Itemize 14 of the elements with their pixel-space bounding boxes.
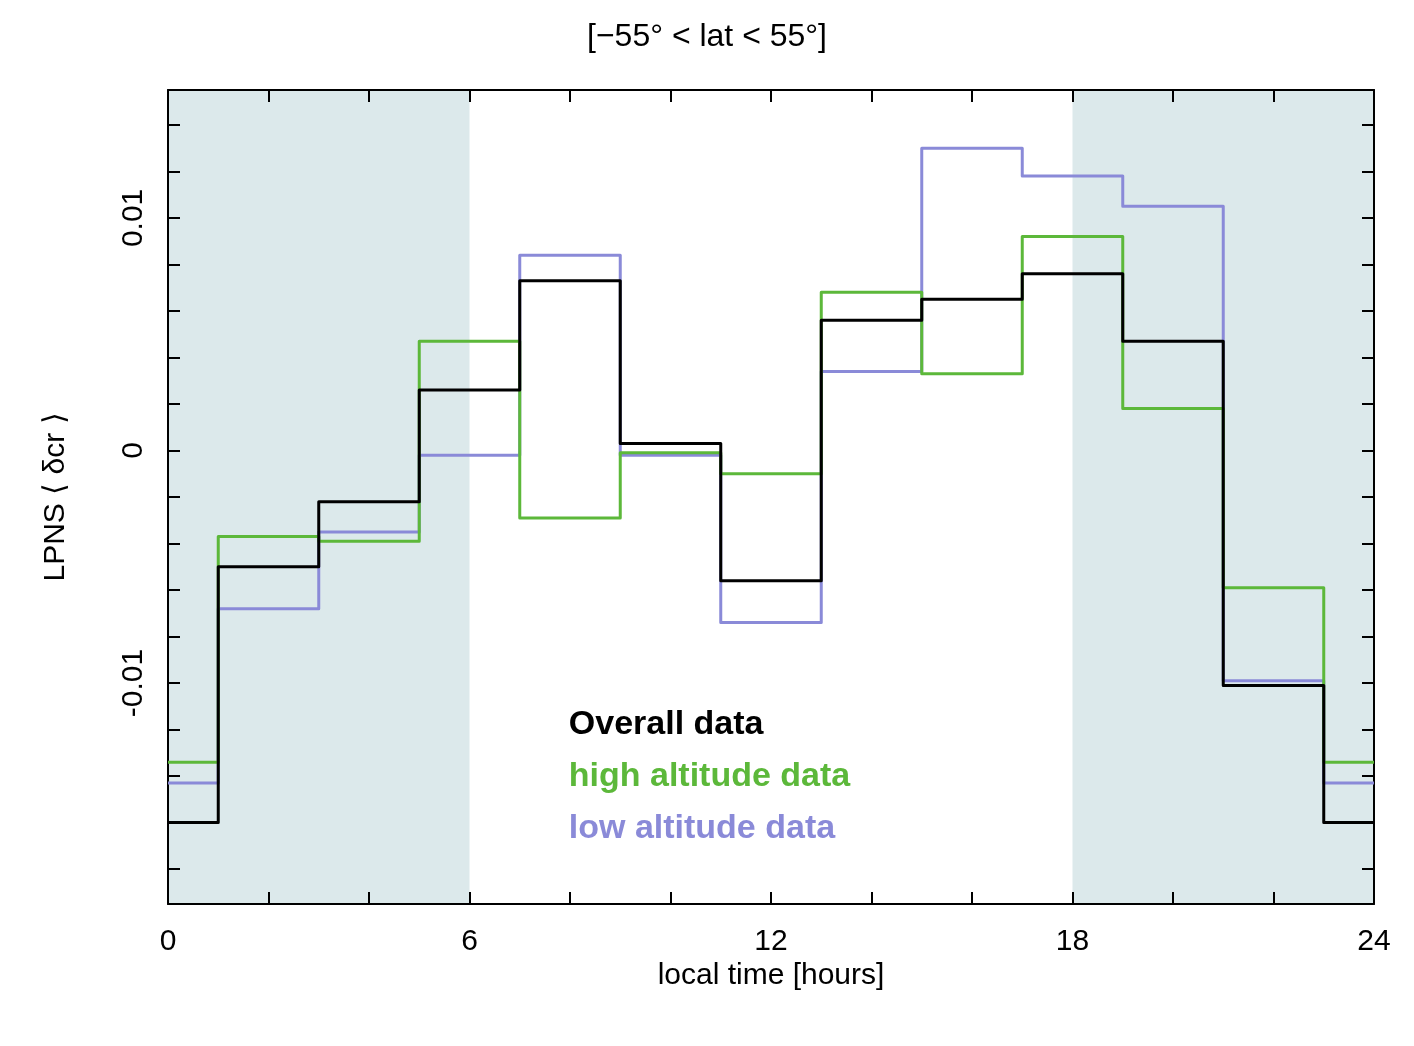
x-tick-label: 24 — [1357, 922, 1391, 956]
x-tick-label: 6 — [461, 922, 478, 956]
chart-title: [−55° < lat < 55°] — [587, 17, 827, 53]
y-tick-label: 0 — [114, 442, 148, 459]
x-tick-label: 12 — [754, 922, 788, 956]
x-axis-title: local time [hours] — [657, 957, 885, 991]
x-tick-label: 18 — [1055, 922, 1090, 956]
y-axis-title: LPNS ⟨ δcr ⟩ — [36, 412, 70, 582]
text: low altitude data — [568, 807, 837, 845]
text: high altitude data — [568, 755, 852, 793]
y-tick-label: 0.01 — [114, 188, 148, 248]
y-tick-label: -0.01 — [114, 648, 148, 718]
text: Overall data — [568, 703, 765, 741]
x-tick-label: 0 — [159, 922, 177, 956]
